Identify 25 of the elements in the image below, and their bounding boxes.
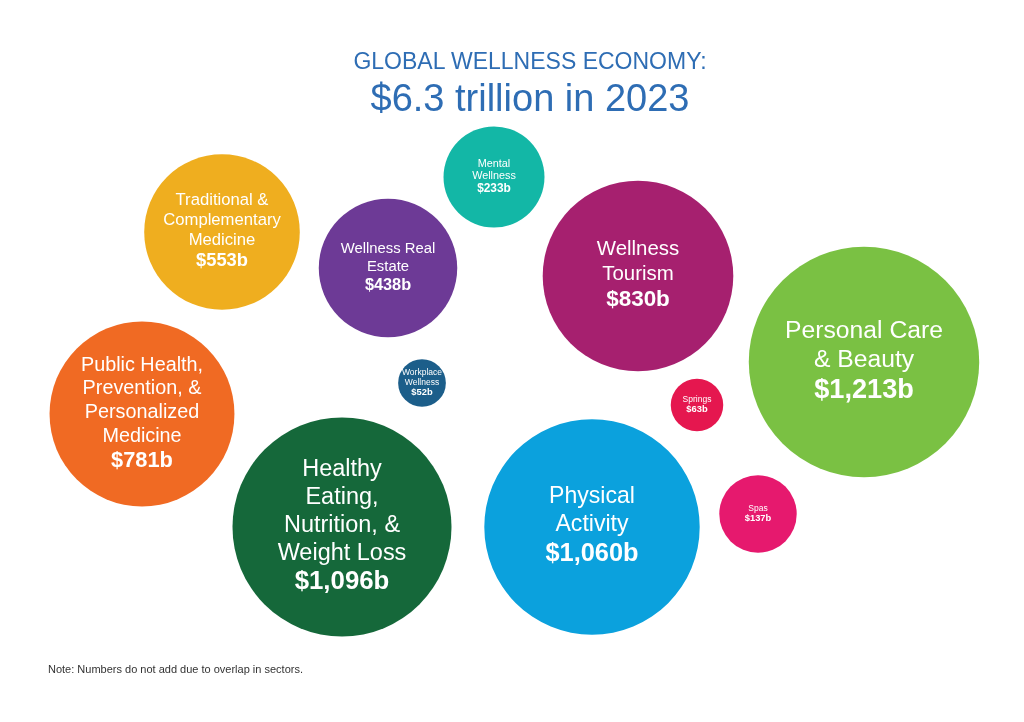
data-label: $233b xyxy=(477,181,511,196)
data-label: $438b xyxy=(364,274,412,293)
category-label: Physical Activity xyxy=(549,482,635,537)
data-label: $137b xyxy=(744,513,772,523)
category-label: Wellness Tourism xyxy=(596,237,680,284)
data-label: $1,213b xyxy=(814,372,914,404)
text: Note: Numbers do not add due to overlap in sectors. xyxy=(48,663,303,675)
data-label: $1,060b xyxy=(545,537,639,566)
category-label: Wellness Real Estate xyxy=(340,240,436,275)
category-label: Traditional & Complementary Medicine xyxy=(163,189,282,249)
category-label: Springs xyxy=(682,393,712,404)
data-label: $830b xyxy=(606,286,670,312)
category-label: Personal Care & Beauty xyxy=(785,315,943,373)
data-label: $553b xyxy=(196,249,248,271)
data-label: $52b xyxy=(411,387,433,398)
data-label: $63b xyxy=(686,404,708,414)
text: GLOBAL WELLNESS ECONOMY: xyxy=(353,48,707,74)
category-label: Spas xyxy=(748,502,768,513)
category-label: Healthy Eating, Nutrition, & Weight Loss xyxy=(277,454,407,566)
category-label: Workplace Wellness xyxy=(402,366,443,387)
text: $6.3 trillion in 2023 xyxy=(370,77,690,119)
data-label: $781b xyxy=(111,446,173,472)
category-label: Public Health, Prevention, & Personalized Medicine xyxy=(80,352,204,446)
data-label: $1,096b xyxy=(294,566,390,595)
category-label: Mental Wellness xyxy=(472,156,517,182)
